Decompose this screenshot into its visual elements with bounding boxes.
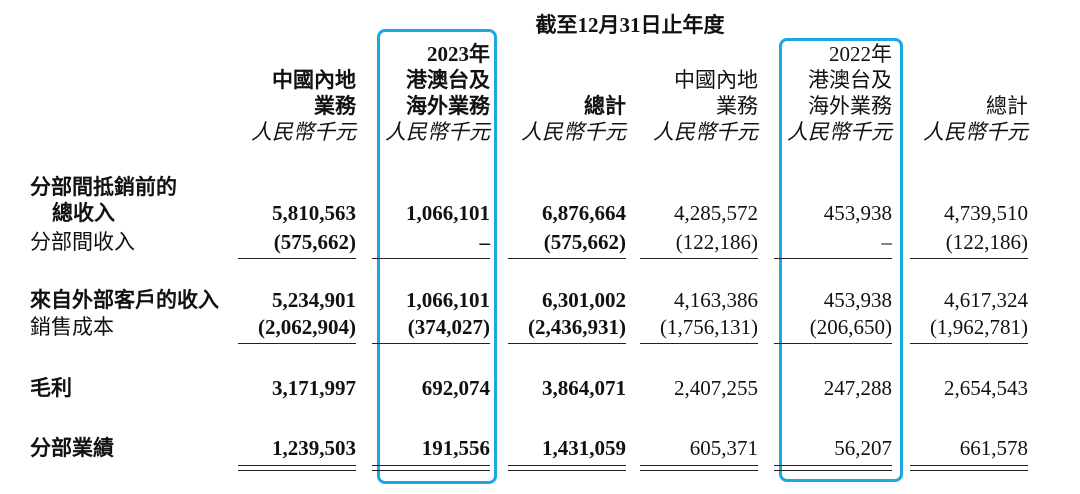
rule	[508, 258, 626, 259]
row-label: 總收入	[52, 201, 115, 225]
cell-value: –	[881, 230, 893, 254]
double-rule	[372, 470, 490, 471]
cell-value: 3,864,071	[542, 376, 626, 400]
column-unit: 人民幣千元	[653, 120, 758, 144]
rule	[774, 258, 892, 259]
row-label: 銷售成本	[30, 315, 114, 339]
double-rule	[508, 465, 626, 466]
rule	[774, 343, 892, 344]
cell-value: –	[479, 230, 491, 254]
rule	[910, 258, 1028, 259]
cell-value: (122,186)	[945, 230, 1028, 254]
highlight-box	[779, 38, 903, 482]
double-rule	[640, 465, 758, 466]
rule	[238, 343, 356, 344]
rule	[640, 343, 758, 344]
cell-value: 453,938	[823, 288, 892, 312]
column-unit: 人民幣千元	[521, 120, 626, 144]
double-rule	[372, 465, 490, 466]
column-unit: 人民幣千元	[923, 120, 1028, 144]
rule	[640, 258, 758, 259]
double-rule	[508, 470, 626, 471]
highlight-box	[377, 29, 497, 484]
cell-value: 5,810,563	[272, 201, 356, 225]
rule	[238, 258, 356, 259]
cell-value: 2,654,543	[944, 376, 1028, 400]
column-header: 總計	[986, 94, 1028, 118]
cell-value: 4,285,572	[674, 201, 758, 225]
double-rule	[238, 465, 356, 466]
column-header: 2022年	[829, 42, 892, 66]
cell-value: 6,876,664	[542, 201, 626, 225]
double-rule	[910, 470, 1028, 471]
double-rule	[774, 470, 892, 471]
cell-value: 6,301,002	[542, 288, 626, 312]
cell-value: (2,436,931)	[528, 315, 626, 339]
column-header: 中國內地	[674, 68, 758, 92]
cell-value: 4,163,386	[674, 288, 758, 312]
column-header: 海外業務	[808, 94, 892, 118]
period-header: 截至12月31日止年度	[535, 13, 725, 37]
cell-value: (2,062,904)	[258, 315, 356, 339]
cell-value: 247,288	[823, 376, 892, 400]
cell-value: 605,371	[689, 436, 758, 460]
cell-value: (206,650)	[809, 315, 892, 339]
cell-value: (374,027)	[407, 315, 490, 339]
cell-value: 453,938	[823, 201, 892, 225]
column-header: 總計	[584, 94, 626, 118]
cell-value: 661,578	[959, 436, 1028, 460]
rule	[372, 343, 490, 344]
column-header: 港澳台及	[406, 68, 490, 92]
column-header: 2023年	[427, 42, 490, 66]
cell-value: 3,171,997	[272, 376, 356, 400]
cell-value: 4,617,324	[944, 288, 1028, 312]
cell-value: 56,207	[834, 436, 892, 460]
double-rule	[774, 465, 892, 466]
double-rule	[640, 470, 758, 471]
row-label: 分部業績	[30, 436, 114, 460]
cell-value: (575,662)	[543, 230, 626, 254]
cell-value: 1,066,101	[406, 201, 490, 225]
column-header: 港澳台及	[808, 68, 892, 92]
cell-value: 1,239,503	[272, 436, 356, 460]
cell-value: 5,234,901	[272, 288, 356, 312]
column-header: 中國內地	[272, 68, 356, 92]
cell-value: (1,756,131)	[660, 315, 758, 339]
rule	[372, 258, 490, 259]
cell-value: (1,962,781)	[930, 315, 1028, 339]
double-rule	[238, 470, 356, 471]
cell-value: (122,186)	[675, 230, 758, 254]
column-header: 業務	[716, 94, 758, 118]
cell-value: 191,556	[421, 436, 490, 460]
column-unit: 人民幣千元	[251, 120, 356, 144]
cell-value: 1,431,059	[542, 436, 626, 460]
row-label: 分部間收入	[30, 230, 135, 254]
column-unit: 人民幣千元	[385, 120, 490, 144]
column-header: 海外業務	[406, 94, 490, 118]
row-label: 分部間抵銷前的	[30, 175, 177, 199]
double-rule	[910, 465, 1028, 466]
column-unit: 人民幣千元	[787, 120, 892, 144]
cell-value: (575,662)	[273, 230, 356, 254]
cell-value: 4,739,510	[944, 201, 1028, 225]
rule	[508, 343, 626, 344]
rule	[910, 343, 1028, 344]
cell-value: 692,074	[421, 376, 490, 400]
row-label: 來自外部客戶的收入	[30, 288, 219, 312]
column-header: 業務	[314, 94, 356, 118]
row-label: 毛利	[30, 376, 72, 400]
cell-value: 2,407,255	[674, 376, 758, 400]
cell-value: 1,066,101	[406, 288, 490, 312]
